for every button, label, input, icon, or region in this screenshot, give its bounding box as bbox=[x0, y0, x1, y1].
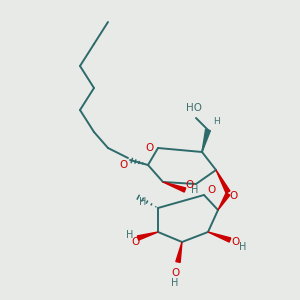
Text: O: O bbox=[185, 180, 193, 190]
Text: O: O bbox=[171, 268, 179, 278]
Text: O: O bbox=[132, 237, 140, 247]
Text: O: O bbox=[208, 185, 216, 195]
Polygon shape bbox=[176, 242, 182, 262]
Polygon shape bbox=[163, 182, 186, 192]
Polygon shape bbox=[216, 170, 230, 193]
Polygon shape bbox=[208, 232, 231, 242]
Text: H: H bbox=[139, 197, 147, 207]
Polygon shape bbox=[202, 129, 210, 152]
Text: H: H bbox=[171, 278, 179, 288]
Text: O: O bbox=[120, 160, 128, 170]
Text: H: H bbox=[213, 118, 219, 127]
Text: HO: HO bbox=[186, 103, 202, 113]
Polygon shape bbox=[218, 193, 230, 210]
Text: O: O bbox=[146, 143, 154, 153]
Text: O: O bbox=[230, 191, 238, 201]
Polygon shape bbox=[137, 232, 158, 240]
Text: H: H bbox=[239, 242, 247, 252]
Text: H: H bbox=[191, 185, 199, 195]
Text: O: O bbox=[232, 237, 240, 247]
Text: H: H bbox=[126, 230, 134, 240]
